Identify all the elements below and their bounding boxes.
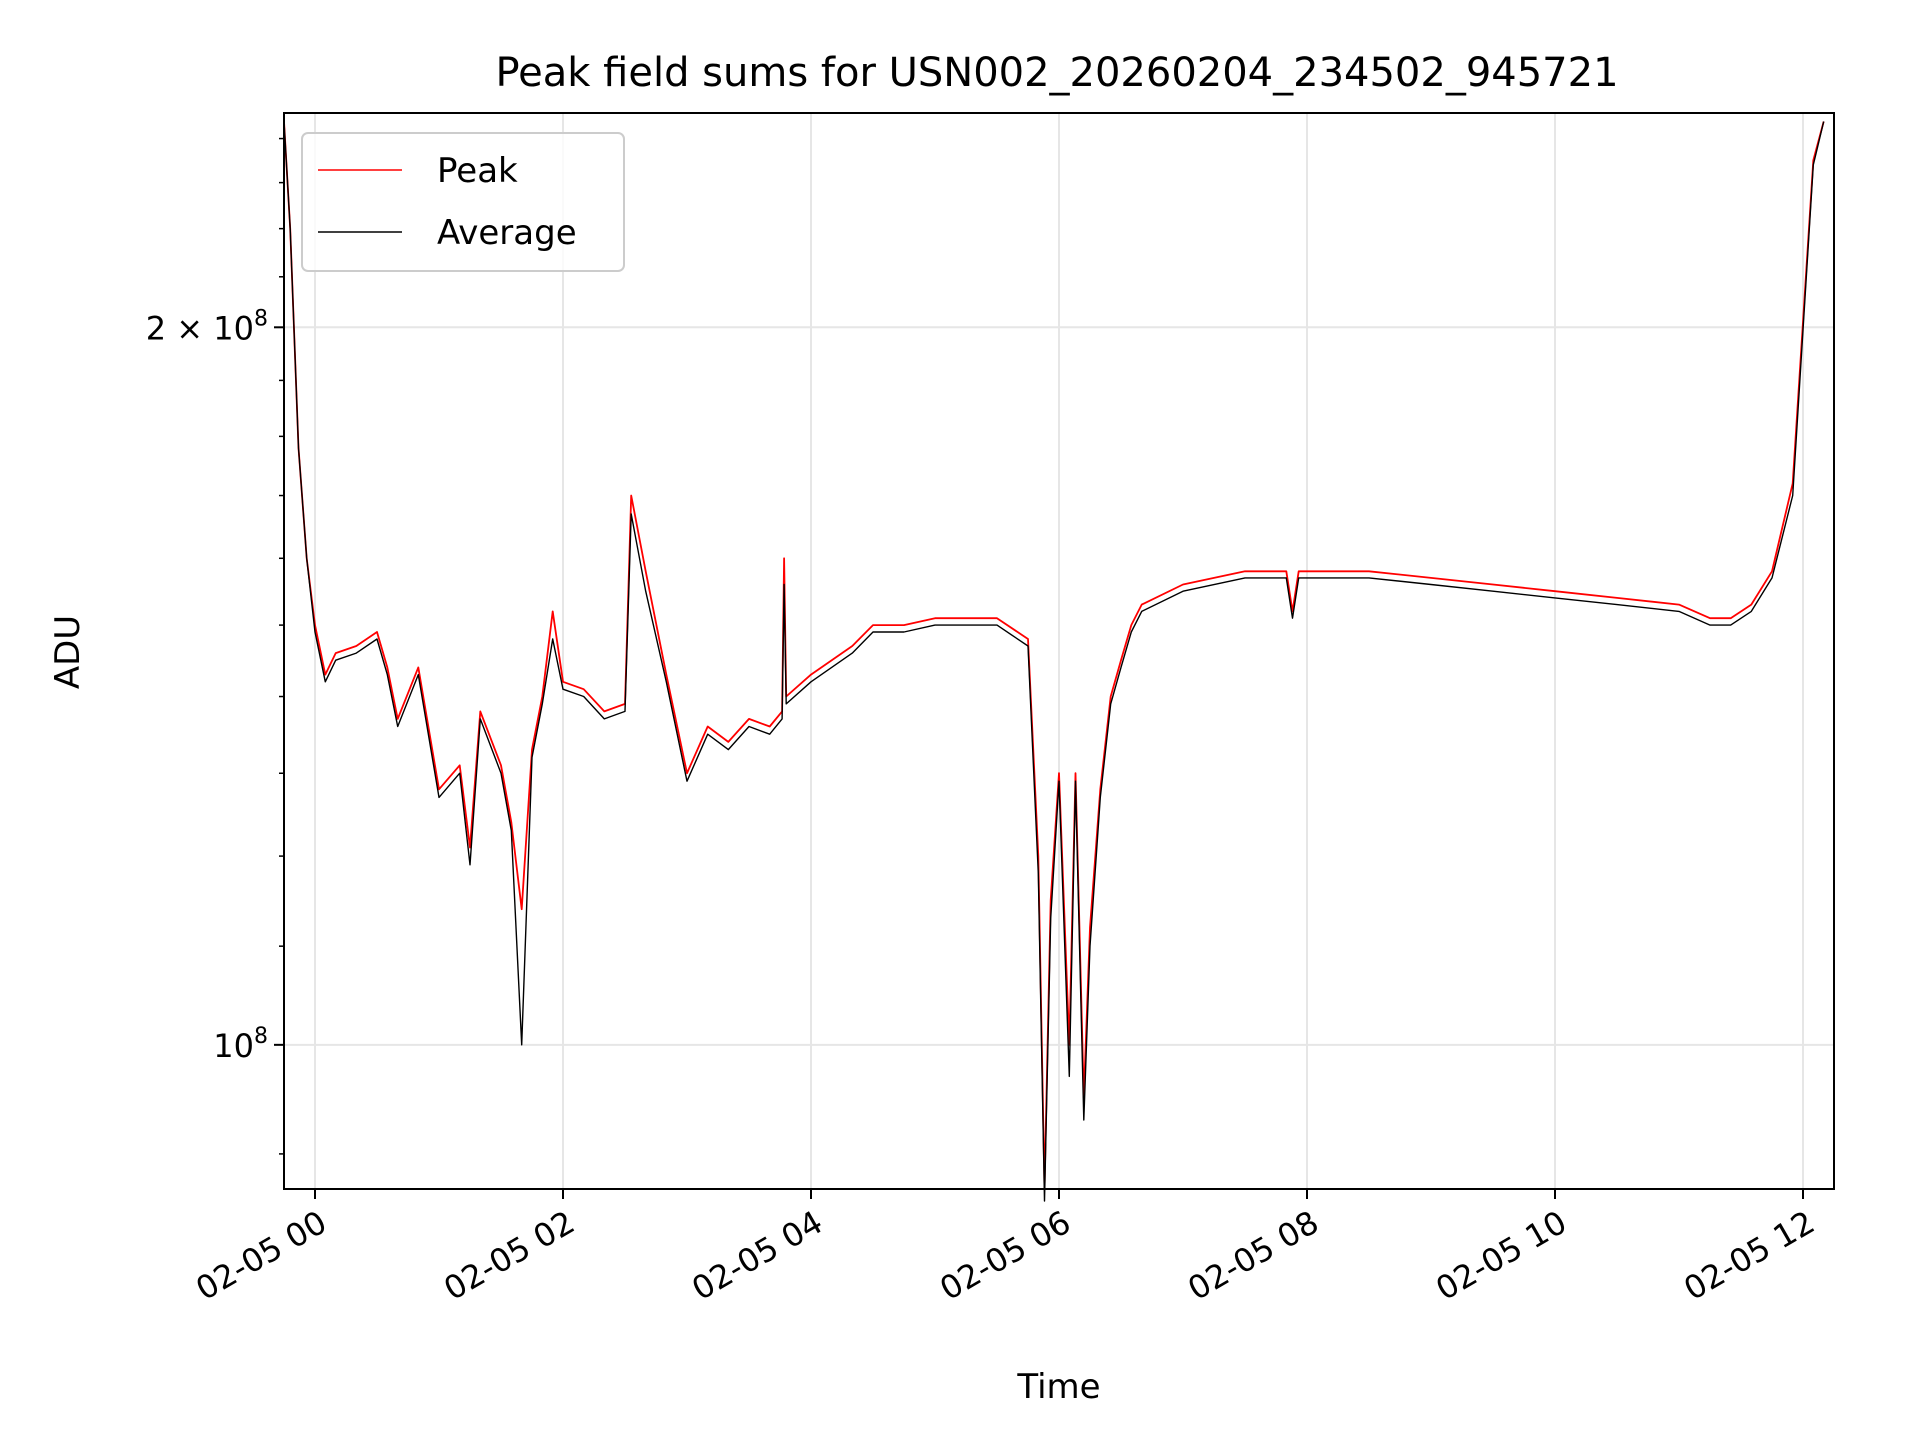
y-tick-label: 2 × 108 bbox=[146, 306, 268, 347]
y-tick-exponent: 8 bbox=[254, 306, 268, 331]
chart-title: Peak field sums for USN002_20260204_2345… bbox=[495, 50, 1618, 96]
legend: Peak Average bbox=[301, 132, 625, 272]
y-tick-base: 10 bbox=[213, 1027, 254, 1065]
legend-label-average: Average bbox=[437, 213, 577, 253]
y-axis-label: ADU bbox=[48, 615, 88, 689]
y-tick-mantissa: 2 × bbox=[146, 309, 214, 347]
series-line-average bbox=[283, 121, 1825, 1202]
x-axis-label: Time bbox=[1016, 1367, 1100, 1407]
y-tick-label: 108 bbox=[213, 1024, 268, 1065]
y-tick-base: 10 bbox=[213, 309, 254, 347]
y-tick-exponent: 8 bbox=[254, 1024, 268, 1049]
series-group bbox=[283, 121, 1825, 1202]
series-line-peak bbox=[283, 121, 1825, 1190]
grid bbox=[284, 113, 1834, 1189]
legend-box bbox=[301, 132, 625, 272]
legend-label-peak: Peak bbox=[437, 151, 518, 191]
